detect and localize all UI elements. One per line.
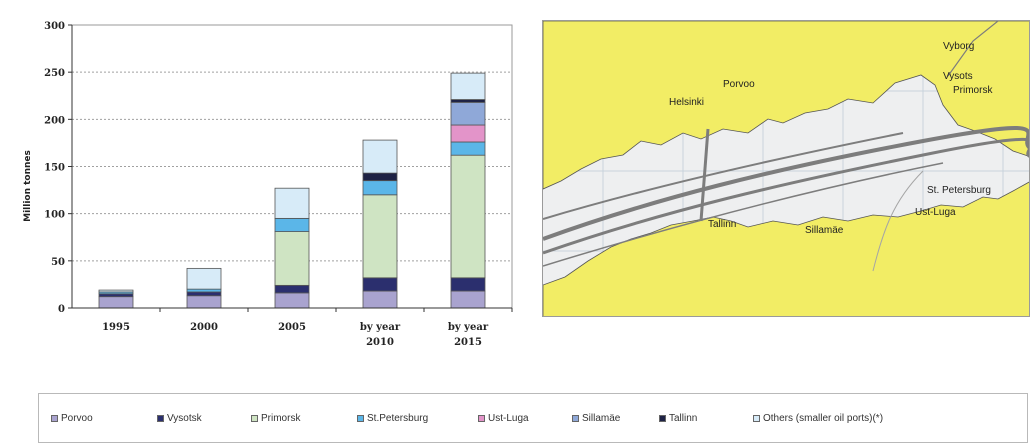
y-tick-label: 100 [44,210,65,221]
bar-segment-porvoo [98,296,134,309]
bar-segment-others-smaller-oil-ports [98,289,134,293]
plot-area: 0 50 100 150 200 250 300 1995 2000 2005 by year 201… [44,21,513,348]
legend-item: St.Petersburg [357,411,428,425]
legend-label: St.Petersburg [367,412,429,424]
legend-swatch [478,414,485,422]
y-tick-label: 300 [44,21,65,32]
legend-item: Tallinn [659,411,697,425]
baltic-map: Vyborg Vysots Primorsk Porvoo Helsinki S… [542,20,1030,317]
legend-swatch [753,414,760,422]
map-label-porvoo: Porvoo [723,79,755,90]
map-label-tallinn: Tallinn [708,219,736,230]
bar-segment-primorsk [362,194,398,279]
bar-segment-st-petersburg [450,141,486,156]
legend-item: Sillamäe [572,411,620,425]
bar-segment-porvoo [274,292,310,309]
bar-segment-vysotsk [362,277,398,292]
bar-segment-st-petersburg [274,217,310,232]
legend-label: Porvoo [61,412,93,424]
bar-segment-ust-luga [450,124,486,143]
legend-swatch [572,414,579,422]
x-tick-label: by year [360,322,401,333]
bar-segment-porvoo [362,290,398,309]
map-label-sillamae: Sillamäe [805,225,844,236]
bar-segment-others-smaller-oil-ports [186,267,222,290]
y-tick-label: 250 [44,68,65,79]
bar-segment-vysotsk [98,293,134,298]
chart-legend: Porvoo Vysotsk Primorsk St.Petersburg Ust-Lu… [38,393,1028,443]
bar-segment-vysotsk [274,284,310,294]
y-tick-label: 0 [58,304,65,315]
legend-swatch [157,414,164,422]
y-tick-label: 50 [51,257,65,268]
legend-label: Sillamäe [582,412,621,424]
bar-segment-primorsk [450,154,486,279]
legend-label: Others (smaller oil ports)(*) [763,412,884,424]
bar-segment-st-petersburg [362,180,398,196]
finland-coast [543,21,1029,190]
legend-label: Tallinn [669,412,698,424]
bar-segment-tallinn [450,99,486,103]
legend-swatch [51,414,58,422]
x-tick-label: by year [448,322,489,333]
legend-swatch [659,414,666,422]
map-label-vyborg: Vyborg [943,41,974,52]
bar-segment-others-smaller-oil-ports [274,187,310,219]
legend-item: Porvoo [51,411,93,425]
legend-swatch [357,414,364,422]
bar-segment-primorsk [274,231,310,286]
bar-segment-others-smaller-oil-ports [362,139,398,174]
map-label-helsinki: Helsinki [669,97,704,108]
x-tick-label: 2010 [366,337,394,348]
bar-segment-vysotsk [450,277,486,292]
legend-label: Primorsk [261,412,301,424]
bar-segment-tallinn [362,172,398,182]
map-label-ust-luga: Ust-Luga [915,207,956,218]
legend-swatch [251,414,258,422]
x-tick-label: 2005 [278,322,306,333]
legend-item: Ust-Luga [478,411,529,425]
legend-label: Ust-Luga [488,412,529,424]
legend-item: Vysotsk [157,411,202,425]
map-label-vysotsk: Vysots [943,71,973,82]
x-tick-label: 2000 [190,322,218,333]
map-graphic: Vyborg Vysots Primorsk Porvoo Helsinki S… [543,21,1029,316]
bar-segment-st-petersburg [186,288,222,293]
stacked-bar-chart: 0 50 100 150 200 250 300 1995 2000 2005 by year 201… [23,21,513,348]
bar-segment-porvoo [186,295,222,309]
map-label-st-petersburg: St. Petersburg [927,185,991,196]
legend-item: Others (smaller oil ports)(*) [753,411,883,425]
map-label-primorsk: Primorsk [953,85,993,96]
bar-segment-porvoo [450,290,486,309]
shipping-routes [543,21,1029,272]
legend-label: Vysotsk [167,412,202,424]
y-tick-label: 150 [44,163,65,174]
y-axis-label: Million tonnes [23,150,33,222]
y-tick-label: 200 [44,115,65,126]
bar-segment-others-smaller-oil-ports [450,72,486,100]
x-tick-label: 2015 [454,337,482,348]
bar-segment-vysotsk [186,291,222,297]
legend-item: Primorsk [251,411,300,425]
x-tick-label: 1995 [102,322,130,333]
bar-segment-sillam-e [450,101,486,126]
